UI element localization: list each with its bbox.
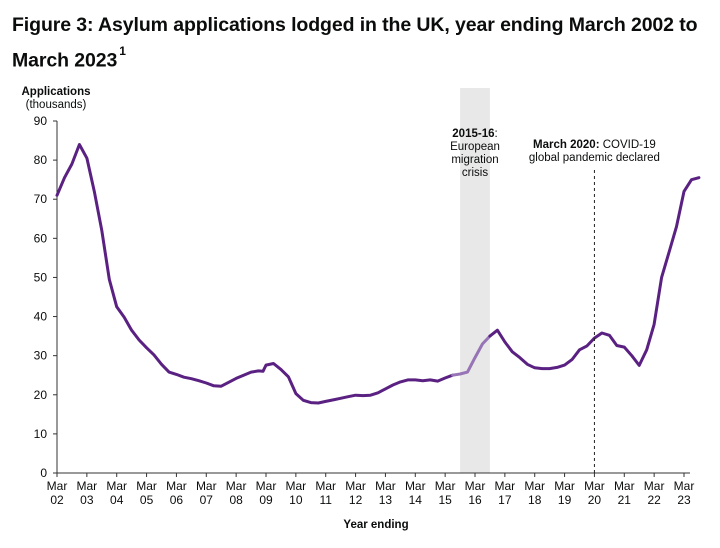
x-tick-label-month: Mar bbox=[345, 479, 366, 493]
x-tick-label-month: Mar bbox=[435, 479, 456, 493]
x-tick-label-year: 13 bbox=[379, 493, 393, 507]
x-tick-label-year: 03 bbox=[80, 493, 94, 507]
series-line-highlight-segment bbox=[451, 334, 492, 377]
series-line-layer bbox=[55, 143, 701, 405]
annotation-band-layer bbox=[460, 88, 490, 473]
x-tick-label-month: Mar bbox=[375, 479, 396, 493]
x-tick-label-year: 12 bbox=[349, 493, 363, 507]
x-tick-label-month: Mar bbox=[77, 479, 98, 493]
y-tick-label: 20 bbox=[34, 388, 48, 402]
y-tick-label: 70 bbox=[34, 192, 48, 206]
footnote-marker: 1 bbox=[119, 44, 126, 58]
x-tick-label-month: Mar bbox=[614, 479, 635, 493]
x-tick-label-year: 10 bbox=[289, 493, 303, 507]
x-tick-label-month: Mar bbox=[644, 479, 665, 493]
x-tick-label-year: 17 bbox=[498, 493, 512, 507]
x-tick-label-year: 07 bbox=[200, 493, 214, 507]
x-axis-title: Year ending bbox=[343, 519, 408, 531]
x-tick-label-month: Mar bbox=[405, 479, 426, 493]
y-tick-label: 50 bbox=[34, 270, 48, 284]
shaded-band-2015-16 bbox=[460, 88, 490, 473]
x-tick-label-month: Mar bbox=[674, 479, 695, 493]
x-tick-label-month: Mar bbox=[286, 479, 307, 493]
x-tick-label-year: 09 bbox=[259, 493, 273, 507]
crisis-annotation-bold: 2015-16 bbox=[452, 128, 494, 140]
axes-layer: 0102030405060708090Mar02Mar03Mar04Mar05M… bbox=[34, 114, 695, 507]
x-tick-label-year: 02 bbox=[50, 493, 64, 507]
y-axis-title-line1: Applications bbox=[21, 86, 90, 98]
y-tick-label: 90 bbox=[34, 114, 48, 128]
crisis-annotation-colon: : bbox=[495, 128, 498, 140]
x-tick-label-year: 05 bbox=[140, 493, 154, 507]
x-tick-label-month: Mar bbox=[524, 479, 545, 493]
covid-annotation-bold: March 2020: bbox=[533, 139, 599, 151]
x-tick-label-year: 20 bbox=[588, 493, 602, 507]
x-tick-label-year: 22 bbox=[647, 493, 661, 507]
x-tick-label-month: Mar bbox=[226, 479, 247, 493]
x-tick-label-year: 08 bbox=[229, 493, 243, 507]
x-tick-label-year: 19 bbox=[558, 493, 572, 507]
x-tick-label-year: 16 bbox=[468, 493, 482, 507]
x-tick-label-year: 06 bbox=[170, 493, 184, 507]
crisis-annotation-line3: migration bbox=[451, 154, 498, 166]
covid-annotation-rest: COVID-19 bbox=[600, 139, 656, 151]
x-tick-label-month: Mar bbox=[315, 479, 336, 493]
x-tick-label-month: Mar bbox=[554, 479, 575, 493]
x-tick-label-year: 21 bbox=[618, 493, 632, 507]
x-tick-label-year: 23 bbox=[677, 493, 691, 507]
x-tick-label-year: 14 bbox=[409, 493, 423, 507]
x-tick-label-month: Mar bbox=[256, 479, 277, 493]
x-tick-label-month: Mar bbox=[106, 479, 127, 493]
y-tick-label: 0 bbox=[40, 466, 47, 480]
y-tick-label: 30 bbox=[34, 349, 48, 363]
chart-title-text: Figure 3: Asylum applications lodged in … bbox=[12, 14, 698, 72]
crisis-annotation-line1: 2015-16: bbox=[452, 128, 497, 140]
y-tick-label: 80 bbox=[34, 153, 48, 167]
x-tick-label-month: Mar bbox=[47, 479, 68, 493]
crisis-annotation-line2: European bbox=[450, 141, 500, 153]
x-tick-label-month: Mar bbox=[465, 479, 486, 493]
x-tick-label-month: Mar bbox=[495, 479, 516, 493]
x-tick-label-year: 18 bbox=[528, 493, 542, 507]
covid-annotation-line2: global pandemic declared bbox=[529, 152, 660, 164]
series-line-segment bbox=[55, 143, 455, 405]
x-tick-label-year: 04 bbox=[110, 493, 124, 507]
chart-title: Figure 3: Asylum applications lodged in … bbox=[12, 10, 712, 76]
y-axis-title-line2: (thousands) bbox=[26, 99, 87, 111]
covid-annotation-line1: March 2020: COVID-19 bbox=[533, 139, 656, 151]
x-tick-label-month: Mar bbox=[196, 479, 217, 493]
x-tick-label-year: 15 bbox=[438, 493, 452, 507]
y-tick-label: 60 bbox=[34, 231, 48, 245]
x-tick-label-month: Mar bbox=[136, 479, 157, 493]
y-tick-label: 10 bbox=[34, 427, 48, 441]
crisis-annotation-line4: crisis bbox=[462, 167, 488, 179]
y-tick-label: 40 bbox=[34, 310, 48, 324]
x-tick-label-year: 11 bbox=[319, 493, 332, 507]
x-tick-label-month: Mar bbox=[584, 479, 605, 493]
x-tick-label-month: Mar bbox=[166, 479, 187, 493]
